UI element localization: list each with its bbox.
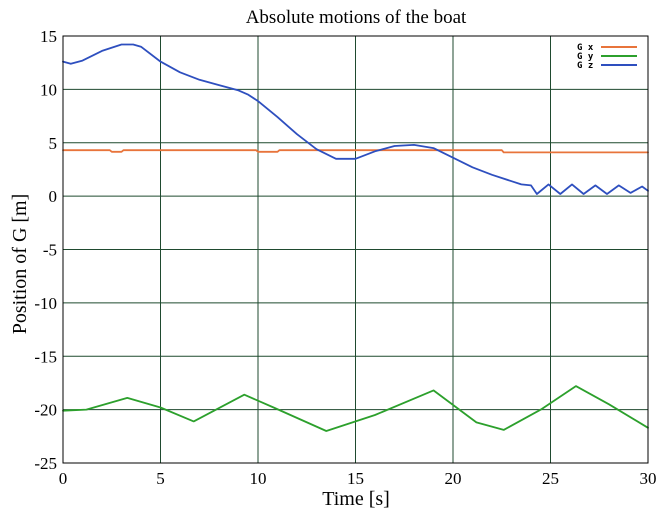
x-tick-label: 10 bbox=[250, 469, 267, 488]
series-lines bbox=[62, 43, 649, 432]
x-tick-label: 15 bbox=[347, 469, 364, 488]
y-tick-label: -20 bbox=[34, 401, 57, 420]
y-tick-label: -10 bbox=[34, 294, 57, 313]
legend: G xG yG z bbox=[577, 43, 637, 71]
y-axis-ticks: 15 10 5 0 -5 -10 -15 -20 -25 bbox=[34, 27, 57, 473]
grid bbox=[63, 36, 648, 463]
legend-label: G x bbox=[577, 43, 594, 53]
legend-label: G z bbox=[577, 61, 593, 71]
x-tick-label: 0 bbox=[59, 469, 68, 488]
y-tick-label: 10 bbox=[40, 80, 57, 99]
x-tick-label: 5 bbox=[156, 469, 165, 488]
y-axis-label: Position of G [m] bbox=[9, 194, 31, 335]
y-tick-label: 0 bbox=[49, 187, 58, 206]
plot-frame bbox=[62, 35, 649, 464]
series-line-g-x bbox=[62, 149, 649, 154]
series-line-g-z bbox=[62, 43, 649, 195]
y-tick-label: 5 bbox=[49, 134, 58, 153]
y-tick-label: -15 bbox=[34, 347, 57, 366]
x-axis-ticks: 0 5 10 15 20 25 30 bbox=[59, 469, 657, 488]
y-tick-label: -5 bbox=[43, 241, 57, 260]
x-tick-label: 25 bbox=[542, 469, 559, 488]
y-tick-label: -25 bbox=[34, 454, 57, 473]
x-axis-label: Time [s] bbox=[322, 488, 390, 510]
x-tick-label: 30 bbox=[640, 469, 657, 488]
chart-title: Absolute motions of the boat bbox=[246, 7, 467, 28]
legend-label: G y bbox=[577, 52, 594, 62]
x-tick-label: 20 bbox=[445, 469, 462, 488]
y-tick-label: 15 bbox=[40, 27, 57, 46]
series-line-g-y bbox=[62, 385, 649, 432]
